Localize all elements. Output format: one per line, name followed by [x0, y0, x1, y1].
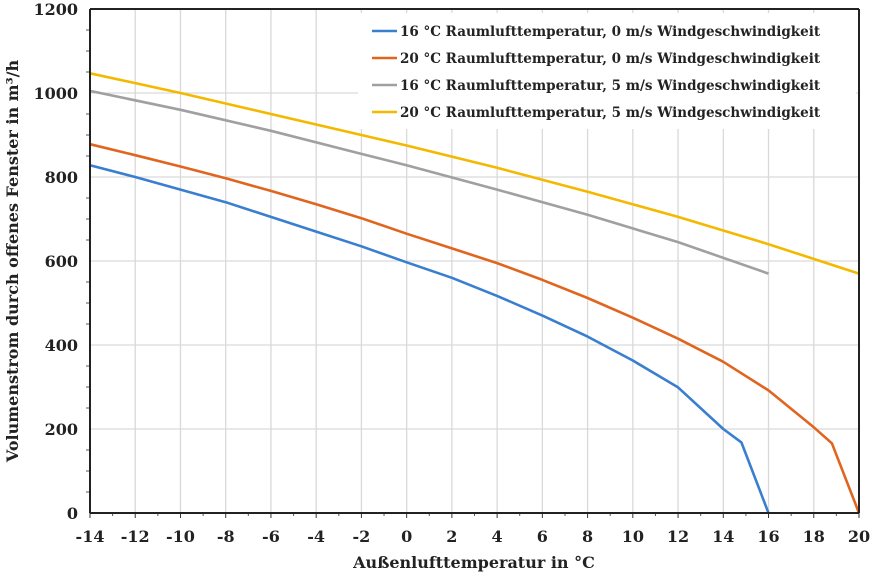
x-tick-label: 18 [803, 527, 825, 546]
x-tick-label: 4 [492, 527, 503, 546]
x-tick-label: -6 [262, 527, 280, 546]
legend-entry-3: 16 °C Raumlufttemperatur, 5 m/s Windgesc… [400, 78, 821, 94]
y-tick-label: 200 [45, 420, 78, 439]
x-tick-label: -12 [121, 527, 150, 546]
x-tick-label: 12 [667, 527, 689, 546]
x-tick-label: 20 [848, 527, 870, 546]
legend-entry-1: 16 °C Raumlufttemperatur, 0 m/s Windgesc… [400, 24, 821, 40]
axes [86, 8, 860, 518]
x-axis-label: Außenlufttemperatur in °C [352, 553, 595, 572]
x-tick-label: -2 [353, 527, 371, 546]
legend-background [358, 13, 856, 129]
series-line-4 [89, 72, 860, 275]
y-tick-label: 1200 [33, 0, 78, 19]
series-line-3 [89, 89, 769, 275]
y-tick-label: 1000 [33, 84, 78, 103]
x-tick-label: -8 [217, 527, 235, 546]
y-tick-label: 400 [45, 336, 78, 355]
x-tick-label: 14 [712, 527, 734, 546]
series-lines [89, 72, 861, 514]
x-tick-label: 6 [537, 527, 548, 546]
series-line-2 [89, 142, 861, 514]
x-tick-label: 8 [582, 527, 593, 546]
legend-entry-2: 20 °C Raumlufttemperatur, 0 m/s Windgesc… [400, 51, 821, 67]
legend-entry-4: 20 °C Raumlufttemperatur, 5 m/s Windgesc… [400, 105, 821, 121]
x-tick-label: 0 [401, 527, 412, 546]
y-axis-label: Volumenstrom durch offenes Fenster in m³… [3, 60, 22, 464]
x-tick-label: -10 [166, 527, 195, 546]
y-tick-label: 0 [67, 504, 78, 523]
series-line-1 [89, 163, 770, 514]
x-tick-label: 10 [622, 527, 644, 546]
x-tick-label: 2 [446, 527, 457, 546]
x-tick-label: -4 [307, 527, 325, 546]
x-tick-label: 16 [757, 527, 779, 546]
y-tick-label: 600 [45, 252, 78, 271]
y-tick-label: 800 [45, 168, 78, 187]
legend: 16 °C Raumlufttemperatur, 0 m/s Windgesc… [358, 13, 856, 129]
tick-labels: -14 -12 -10 -8 -6 -4 -2 0 2 4 6 8 10 12 14 16 18 20020040… [33, 0, 870, 546]
x-tick-label: -14 [76, 527, 105, 546]
